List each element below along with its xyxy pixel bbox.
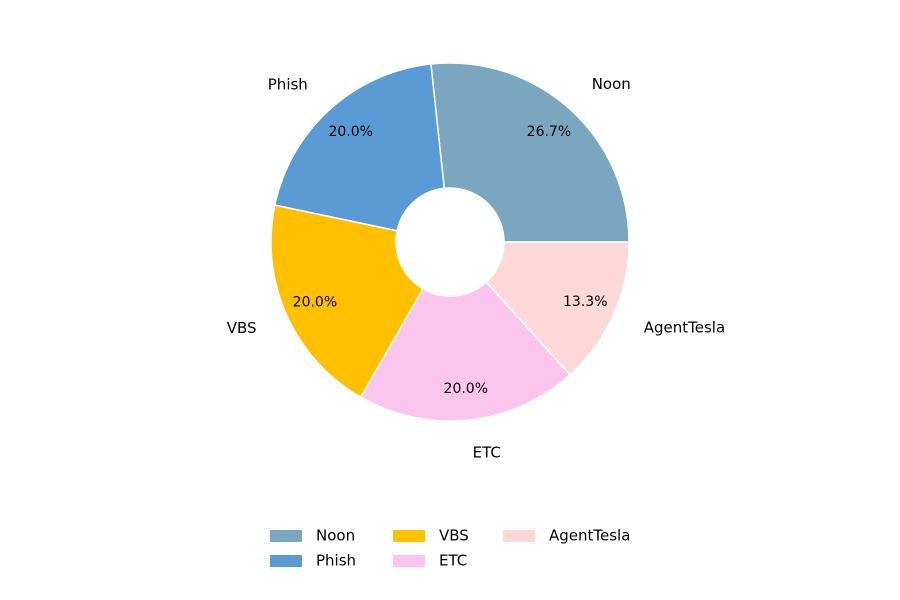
- wedge: [270, 204, 425, 399]
- wedge: [485, 241, 630, 376]
- wedge: [359, 280, 572, 422]
- legend-swatch: [270, 530, 302, 542]
- wedge-label: ETC: [473, 443, 501, 461]
- wedge-label: Noon: [592, 75, 631, 93]
- value-label: 26.7%: [527, 124, 571, 140]
- legend-label: AgentTesla: [549, 527, 630, 545]
- value-label: 20.0%: [293, 294, 337, 310]
- wedge-label: AgentTesla: [644, 319, 725, 337]
- wedge-label: VBS: [227, 319, 257, 337]
- value-label: 20.0%: [328, 124, 372, 140]
- legend-label: Phish: [316, 552, 356, 570]
- legend-swatch: [393, 555, 425, 567]
- legend-label: VBS: [439, 527, 469, 545]
- wedge-label: Phish: [268, 75, 308, 93]
- legend-swatch: [270, 555, 302, 567]
- legend-swatch: [393, 530, 425, 542]
- value-label: 13.3%: [563, 294, 607, 310]
- legend-label: ETC: [439, 552, 467, 570]
- legend-swatch: [503, 530, 535, 542]
- wedge: [273, 63, 446, 232]
- legend-label: Noon: [316, 527, 355, 545]
- wedge: [430, 62, 630, 243]
- value-label: 20.0%: [444, 381, 488, 397]
